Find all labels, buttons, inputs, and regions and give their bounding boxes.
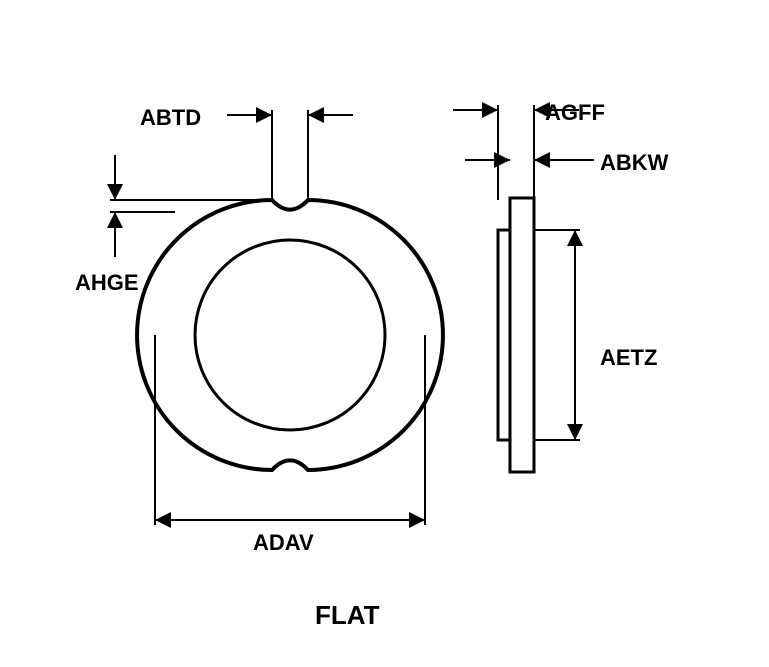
diagram-svg: [0, 0, 769, 667]
diagram-title: FLAT: [315, 600, 380, 631]
label-abkw: ABKW: [600, 150, 668, 176]
technical-diagram: ABTD AGFF ABKW AHGE AETZ ADAV FLAT: [0, 0, 769, 667]
label-adav: ADAV: [253, 530, 314, 556]
label-abtd: ABTD: [140, 105, 201, 131]
label-aetz: AETZ: [600, 345, 657, 371]
label-agff: AGFF: [545, 100, 605, 126]
label-ahge: AHGE: [75, 270, 139, 296]
